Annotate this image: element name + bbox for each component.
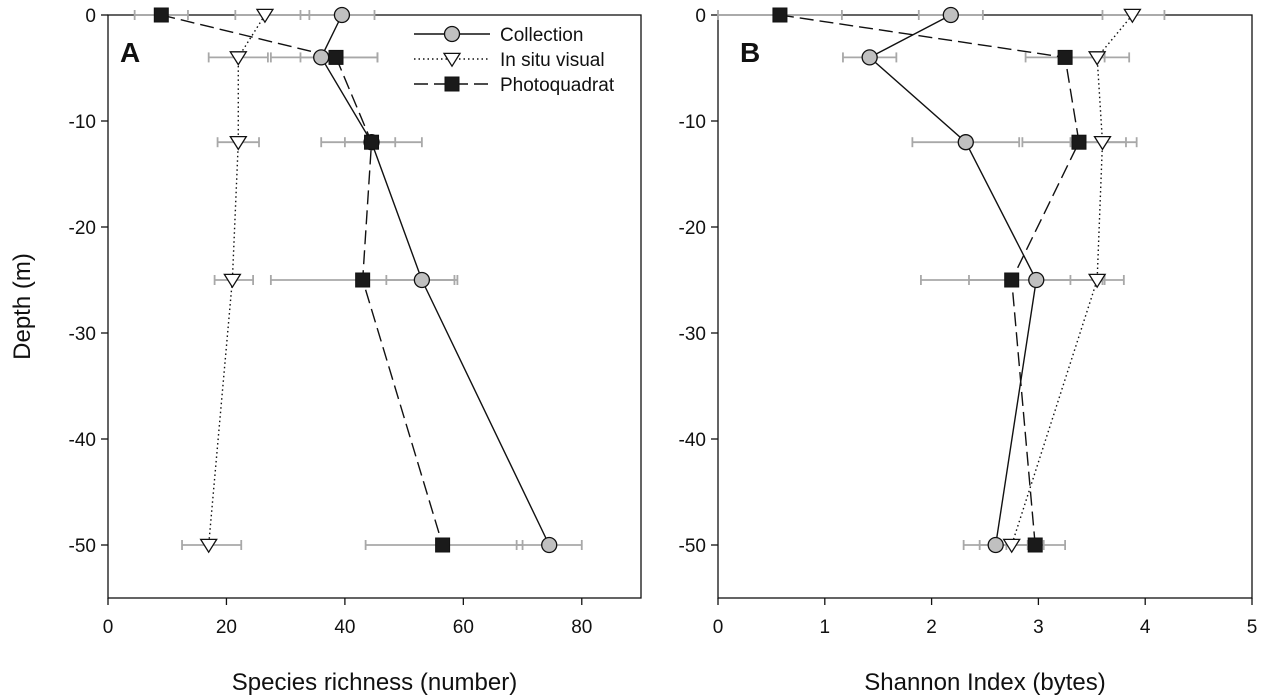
legend-marker-photoquadrat (444, 76, 460, 92)
photoquadrat-point (1057, 49, 1073, 65)
legend: Collection In situ visual Photoquadrat (414, 25, 615, 96)
y-tick-label: -30 (69, 324, 96, 345)
collection-point (541, 536, 558, 554)
photoquadrat-point (355, 272, 371, 288)
legend-label-collection: Collection (500, 25, 583, 46)
collection-point (333, 6, 351, 24)
panel-a-frame (107, 14, 642, 599)
photoquadrat-point (364, 134, 380, 150)
photoquadrat-point (1004, 272, 1020, 288)
y-tick-label: -20 (69, 218, 96, 239)
y-axis-label: Depth (m) (9, 253, 36, 360)
y-tick-label: 0 (85, 6, 96, 27)
photoquadrat-point (153, 7, 169, 23)
collection-point (942, 6, 959, 24)
collection-point (413, 271, 431, 289)
photoquadrat-point (1027, 537, 1043, 553)
in-situ-visual-point (1002, 538, 1021, 554)
legend-marker-collection (443, 25, 461, 43)
x-tick-label: 0 (713, 617, 724, 638)
photoquadrat-line (779, 14, 1080, 546)
legend-label-photoquadrat: Photoquadrat (500, 75, 615, 96)
collection-point (987, 536, 1004, 554)
x-tick-label: 5 (1247, 617, 1258, 638)
in-situ-visual-point (1093, 135, 1112, 151)
y-tick-label: -40 (679, 430, 706, 451)
collection-point (313, 49, 330, 66)
x-tick-label: 4 (1140, 617, 1151, 638)
collection-point (861, 49, 878, 66)
panel-label: A (120, 37, 140, 68)
y-tick-label: -10 (69, 112, 96, 133)
x-tick-label: 60 (453, 617, 474, 638)
panel-a: 0 20 40 60 80 0 -10 -20 -30 -40 -50 Species richnes… (9, 6, 642, 696)
y-tick-label: -50 (679, 536, 706, 557)
x-axis-label: Shannon Index (bytes) (864, 669, 1106, 696)
collection-point (957, 134, 974, 151)
x-tick-label: 0 (103, 617, 114, 638)
legend-marker-in-situ-visual (442, 52, 462, 68)
x-tick-label: 2 (926, 617, 937, 638)
in-situ-visual-point (199, 538, 218, 554)
in-situ-visual-point (1087, 51, 1107, 66)
x-tick-label: 20 (216, 617, 237, 638)
y-tick-label: -50 (69, 536, 96, 557)
x-tick-label: 3 (1033, 617, 1044, 638)
collection-point (1028, 271, 1045, 289)
panel-b: 0 1 2 3 4 5 0 -10 -20 -30 -40 -50 Shannon Index (byt… (679, 6, 1258, 696)
photoquadrat-point (772, 7, 788, 23)
y-tick-label: -40 (69, 430, 96, 451)
y-tick-label: 0 (695, 6, 706, 27)
x-axis-label: Species richness (number) (232, 669, 517, 696)
panel-b-frame (717, 14, 1253, 599)
legend-label-in-situ-visual: In situ visual (500, 50, 605, 71)
photoquadrat-point (328, 49, 344, 65)
photoquadrat-point (435, 537, 451, 553)
photoquadrat-point (1071, 134, 1087, 150)
in-situ-visual-point (1123, 8, 1142, 24)
in-situ-visual-point (1087, 273, 1107, 289)
y-tick-label: -30 (679, 324, 706, 345)
panel-label: B (740, 37, 760, 68)
in-situ-visual-point (223, 273, 242, 289)
x-tick-label: 40 (334, 617, 355, 638)
y-tick-label: -20 (679, 218, 706, 239)
y-tick-label: -10 (679, 112, 706, 133)
in-situ-visual-point (229, 51, 248, 66)
x-tick-label: 1 (820, 617, 831, 638)
in-situ-visual-point (229, 135, 248, 151)
x-tick-label: 80 (571, 617, 592, 638)
in-situ-visual-point (255, 8, 275, 24)
in-situ-visual-line (207, 14, 266, 546)
